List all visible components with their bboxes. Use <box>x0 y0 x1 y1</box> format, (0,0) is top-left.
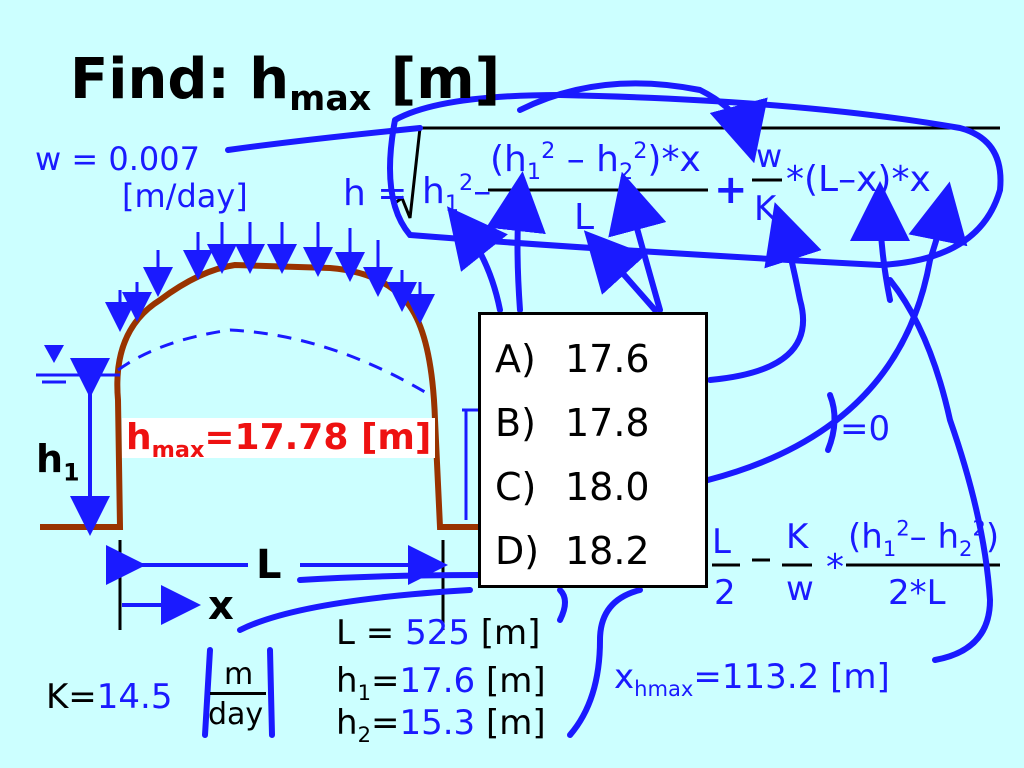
choice-a-label: A) <box>495 337 536 381</box>
choice-a[interactable]: A) 17.6 <box>495 337 650 381</box>
hmax-var: h <box>126 417 152 458</box>
title-prefix: Find: <box>70 47 230 112</box>
xeq-denominator: 2*L <box>888 573 946 613</box>
given-L: L = 525 [m] <box>336 613 541 653</box>
given-K: K=14.5 <box>46 677 173 717</box>
eq-denominator: L <box>574 197 595 238</box>
eq-plus: + <box>714 167 748 213</box>
diagram-h1-var: h <box>36 437 64 481</box>
eq-lhs: h = <box>343 173 408 214</box>
eq-num-open: (h <box>490 139 527 180</box>
hmax-value: 17.78 <box>234 417 349 458</box>
xeq-L: L <box>712 522 731 562</box>
hmax-unit: [m] <box>360 417 432 458</box>
title-unit: [m] <box>390 47 501 112</box>
given-L-unit: [m] <box>480 613 541 653</box>
xeq-w: w <box>786 569 814 609</box>
K-unit-den: day <box>208 697 264 732</box>
xhmax-value: 113.2 <box>721 657 820 697</box>
choice-b-value: 17.8 <box>565 401 650 445</box>
choice-d-label: D) <box>495 529 540 573</box>
eq-K: K <box>754 189 777 229</box>
given-h1-label: h <box>336 661 358 701</box>
xhmax-sub: hmax <box>634 675 694 701</box>
equals-zero: =0 <box>840 409 891 449</box>
ground-profile <box>40 261 478 530</box>
annotation-strokes <box>202 80 1004 738</box>
diagram-x-label: x <box>208 583 234 629</box>
given-h1-unit: [m] <box>486 661 546 701</box>
choice-c[interactable]: C) 18.0 <box>495 465 650 509</box>
eq-num-minus: – <box>566 139 585 180</box>
eq-num-close: )*x <box>647 139 701 180</box>
choice-c-value: 18.0 <box>565 465 650 509</box>
given-K-label: K <box>46 677 69 717</box>
xeq-two: 2 <box>714 573 736 613</box>
choice-d[interactable]: D) 18.2 <box>495 529 650 573</box>
given-L-label: L <box>336 613 355 653</box>
K-unit-bar <box>210 692 266 695</box>
diagram-h1-sub: 1 <box>63 458 80 487</box>
hmax-result: hmax=17.78 [m] <box>122 417 436 461</box>
answer-choices-box: A) 17.6 B) 17.8 C) 18.0 D) 18.2 <box>478 312 708 588</box>
water-table-curve <box>117 328 431 397</box>
xeq-K: K <box>786 517 809 557</box>
given-K-value: 14.5 <box>96 677 173 717</box>
xeq-star: * <box>826 547 844 588</box>
xeq-numerator: (h12– h22) <box>848 515 1000 561</box>
eq-tail: *(L–x)*x <box>786 159 931 200</box>
eq-w: w <box>756 137 783 175</box>
xeq-num-open: (h <box>848 517 883 557</box>
K-unit-num: m <box>224 657 254 692</box>
w-label: w <box>35 140 62 178</box>
diagram-h1-label: h1 <box>36 437 79 484</box>
diagram-L-label: L <box>256 542 282 588</box>
given-h1: h1=17.6 [m] <box>336 661 546 705</box>
choice-a-value: 17.6 <box>565 337 650 381</box>
w-value: 0.007 <box>108 140 200 178</box>
given-h2-value: 15.3 <box>399 703 476 743</box>
choice-d-value: 18.2 <box>565 529 650 573</box>
eq-numerator: (h12 – h22)*x <box>490 138 701 186</box>
xhmax-unit: [m] <box>830 657 890 697</box>
eq-h1sq-var: h <box>422 171 445 212</box>
choice-b-label: B) <box>495 401 536 445</box>
eq-lhs-var: h <box>343 173 366 214</box>
given-h2-unit: [m] <box>486 703 546 743</box>
given-w: w = 0.007 <box>35 140 200 178</box>
hmax-sub: max <box>151 437 205 464</box>
recharge-arrows <box>105 222 435 332</box>
eq-h1sq: h12– <box>422 170 492 218</box>
choice-b[interactable]: B) 17.8 <box>495 401 650 445</box>
given-h1-sub: 1 <box>357 679 371 705</box>
title-sub: max <box>289 79 372 120</box>
given-h1-value: 17.6 <box>399 661 476 701</box>
given-h2: h2=15.3 [m] <box>336 703 546 747</box>
given-h2-sub: 2 <box>357 721 371 747</box>
xhmax-result: xhmax=113.2 [m] <box>614 657 890 701</box>
w-unit: [m/day] <box>122 177 248 215</box>
sqrt-sign <box>391 126 1000 219</box>
given-L-value: 525 <box>405 613 470 653</box>
xhmax-var: x <box>614 657 635 697</box>
title-var: h <box>249 47 290 112</box>
water-level-triangle <box>44 345 64 363</box>
choice-c-label: C) <box>495 465 537 509</box>
page-title: Find: hmax [m] <box>70 52 500 117</box>
given-h2-label: h <box>336 703 358 743</box>
